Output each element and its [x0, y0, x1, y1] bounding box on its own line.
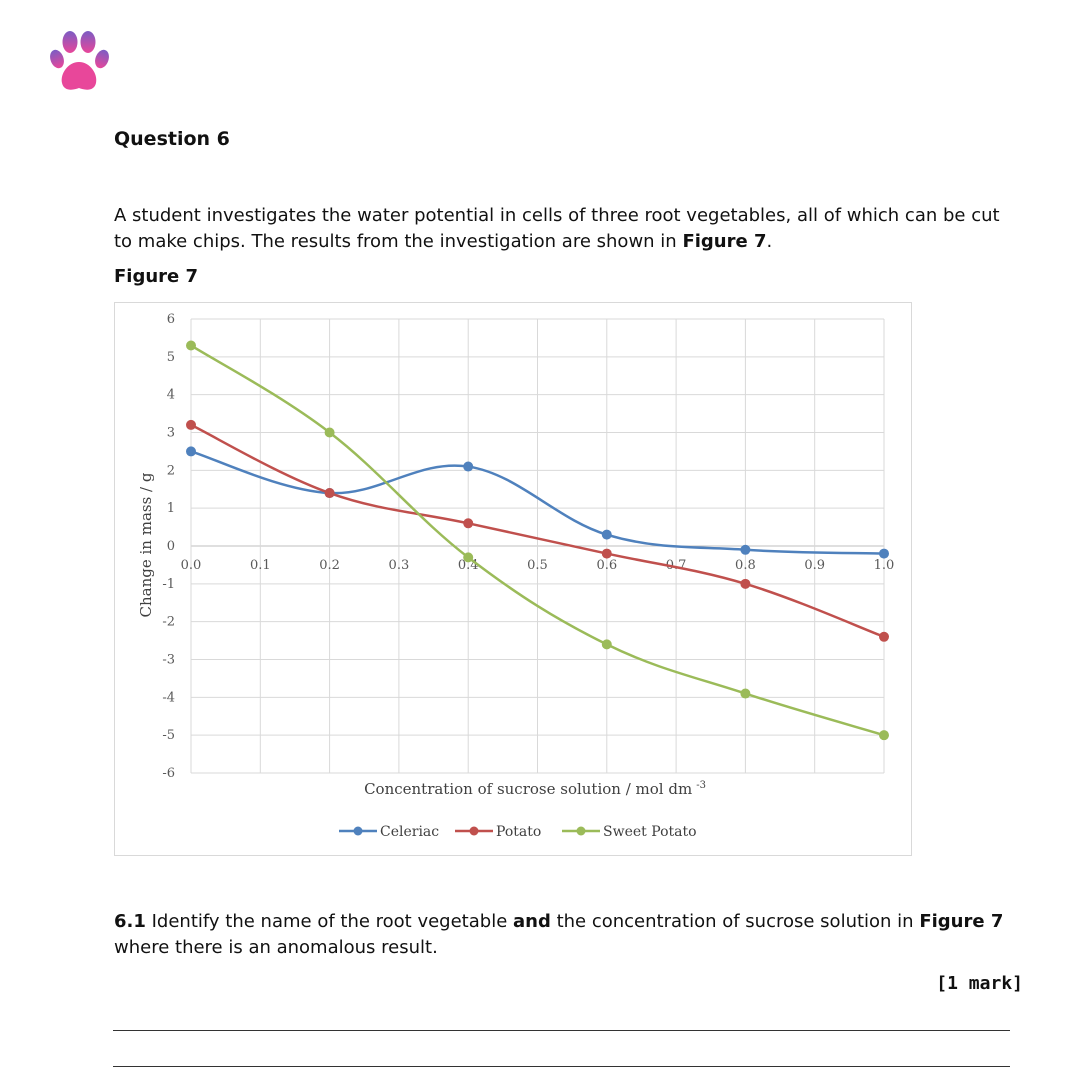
data-point-potato: [879, 631, 889, 642]
series-line-celeriac: [190, 450, 885, 555]
legend-label-celeriac: Celeriac: [380, 824, 439, 840]
x-axis-label: Concentration of sucrose solution / mol …: [364, 780, 706, 798]
data-point-potato: [186, 419, 196, 430]
y-tick-label: -6: [162, 766, 175, 781]
legend-marker-sweet-potato: [576, 826, 586, 836]
y-tick-label: 2: [167, 463, 175, 478]
y-tick-label: 4: [167, 388, 175, 403]
y-tick-label: -2: [162, 615, 175, 630]
legend-label-sweet-potato: Sweet Potato: [603, 824, 697, 840]
data-point-celeriac: [463, 461, 474, 472]
y-axis-label: Change in mass / g: [137, 472, 155, 617]
series-line-potato: [190, 423, 885, 638]
x-tick-label: 0.0: [181, 558, 202, 573]
question-intro: A student investigates the water potenti…: [114, 203, 1014, 255]
intro-figure-ref: Figure 7: [682, 231, 767, 252]
data-point-potato: [601, 548, 612, 559]
x-tick-label: 0.9: [804, 558, 825, 573]
figure-chart-frame: 6 5 4 3 2 1 0 -1 -2 -3 -4 -5 -6 0.0 0.1 0.2 0.3 0.4 0.5 0.…: [114, 302, 912, 856]
data-point-celeriac: [186, 446, 196, 457]
data-point-sweet-potato: [324, 427, 335, 438]
y-tick-label: 1: [167, 501, 175, 516]
series-points: [186, 340, 889, 741]
question-title: Question 6: [114, 128, 230, 150]
data-point-sweet-potato: [186, 340, 196, 351]
x-tick-label: 0.3: [389, 558, 410, 573]
series-lines: [190, 344, 885, 737]
data-point-sweet-potato: [463, 552, 474, 563]
subquestion-text-1: Identify the name of the root vegetable: [145, 911, 513, 932]
figure-label: Figure 7: [114, 266, 199, 287]
data-point-sweet-potato: [879, 730, 889, 741]
x-tick-label: 0.6: [596, 558, 617, 573]
x-tick-label: 0.2: [319, 558, 340, 573]
subquestion-bold-and: and: [513, 911, 551, 932]
subquestion-text-3: where there is an anomalous result.: [114, 937, 438, 958]
legend-marker-potato: [469, 826, 479, 836]
y-tick-label: 5: [167, 350, 175, 365]
data-point-potato: [324, 488, 335, 499]
answer-line[interactable]: [113, 1030, 1010, 1031]
subquestion-text-2: the concentration of sucrose solution in: [550, 911, 920, 932]
data-point-celeriac: [879, 548, 889, 559]
paw-logo-icon: [50, 31, 109, 90]
legend-marker-celeriac: [353, 826, 363, 836]
data-point-sweet-potato: [740, 688, 751, 699]
y-tick-label: 3: [167, 426, 175, 441]
data-point-celeriac: [601, 529, 612, 540]
y-tick-label: -3: [162, 653, 175, 668]
x-tick-label: 0.1: [250, 558, 271, 573]
subquestion-6-1: 6.1 Identify the name of the root vegeta…: [114, 909, 1034, 961]
x-tick-label: 0.5: [527, 558, 548, 573]
intro-text-1: A student investigates the water potenti…: [114, 205, 1000, 252]
mark-allocation: [1 mark]: [936, 973, 1023, 994]
chart-legend: Celeriac Potato Sweet Potato: [339, 824, 697, 840]
y-tick-label: 0: [167, 539, 175, 554]
x-tick-label: 0.8: [735, 558, 756, 573]
series-line-sweet-potato: [190, 344, 885, 737]
data-point-sweet-potato: [601, 639, 612, 650]
legend-label-potato: Potato: [496, 824, 541, 840]
x-tick-labels: 0.0 0.1 0.2 0.3 0.4 0.5 0.6 0.7 0.8 0.9 1.0: [181, 558, 895, 573]
answer-line[interactable]: [113, 1066, 1010, 1067]
x-tick-label: 1.0: [874, 558, 895, 573]
y-tick-label: -5: [162, 728, 175, 743]
data-point-celeriac: [740, 544, 751, 555]
y-tick-label: 6: [167, 312, 175, 327]
data-point-potato: [740, 578, 751, 589]
y-tick-labels: 6 5 4 3 2 1 0 -1 -2 -3 -4 -5 -6: [162, 312, 175, 781]
subquestion-number: 6.1: [114, 911, 146, 932]
subquestion-figure-ref: Figure 7: [919, 911, 1004, 932]
y-tick-label: -1: [162, 577, 175, 592]
y-tick-label: -4: [162, 690, 175, 705]
data-point-potato: [463, 518, 474, 529]
intro-text-2: .: [766, 231, 773, 252]
